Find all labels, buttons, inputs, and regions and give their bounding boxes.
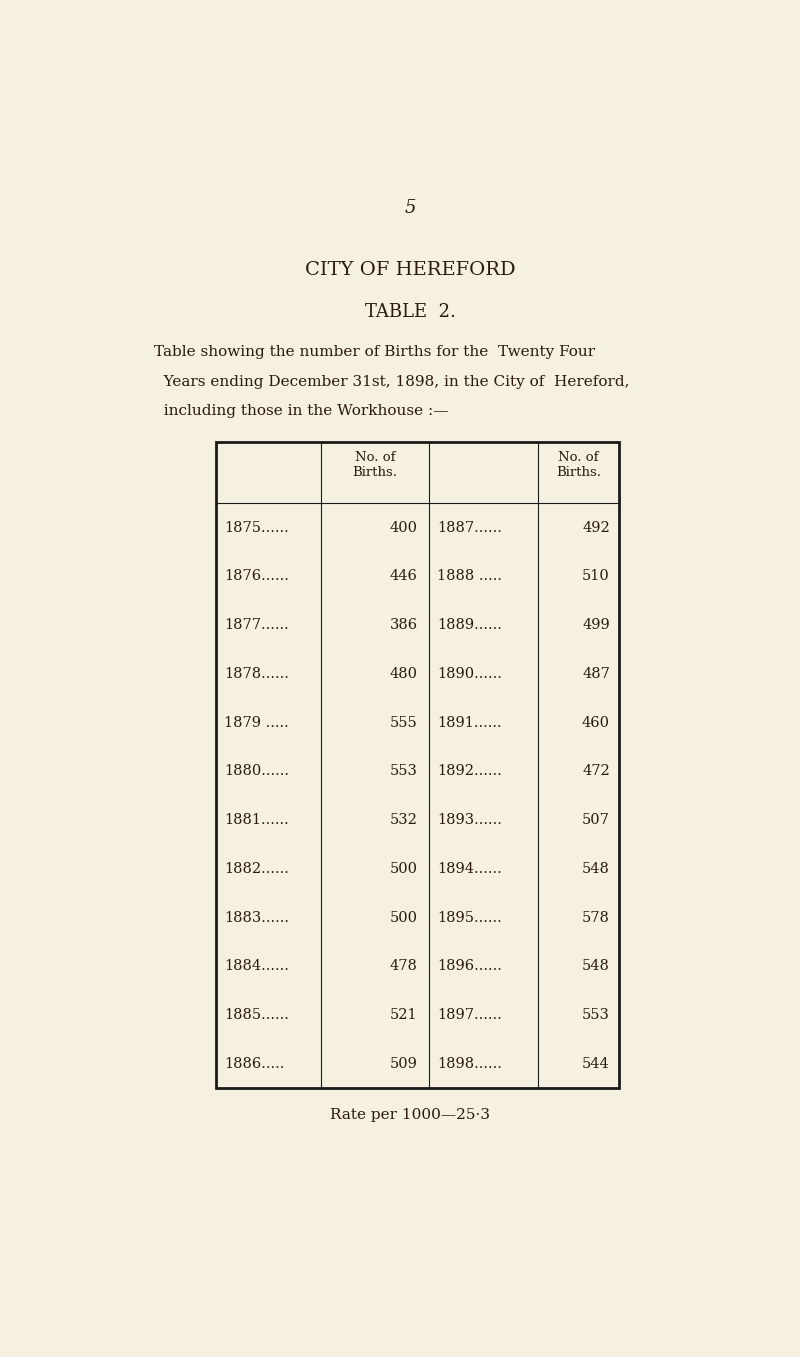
Text: 510: 510: [582, 570, 610, 584]
Text: 500: 500: [390, 862, 418, 875]
Text: 1893......: 1893......: [437, 813, 502, 828]
Text: 544: 544: [582, 1057, 610, 1071]
Text: 548: 548: [582, 862, 610, 875]
Text: 1888 .....: 1888 .....: [437, 570, 502, 584]
Text: 509: 509: [390, 1057, 418, 1071]
Text: 5: 5: [404, 199, 416, 217]
Text: TABLE  2.: TABLE 2.: [365, 303, 455, 322]
Text: 1876......: 1876......: [224, 570, 289, 584]
Text: 1884......: 1884......: [224, 959, 289, 973]
Text: 400: 400: [390, 521, 418, 535]
Text: CITY OF HEREFORD: CITY OF HEREFORD: [305, 261, 515, 278]
Text: 1895......: 1895......: [437, 911, 502, 924]
Text: 1892......: 1892......: [437, 764, 502, 779]
Text: 578: 578: [582, 911, 610, 924]
Text: 1879 .....: 1879 .....: [224, 715, 289, 730]
Text: 1882......: 1882......: [224, 862, 289, 875]
Text: Years ending December 31st, 1898, in the City of  Hereford,: Years ending December 31st, 1898, in the…: [154, 375, 630, 388]
Text: 1881......: 1881......: [224, 813, 289, 828]
Text: 1880......: 1880......: [224, 764, 289, 779]
Text: 478: 478: [390, 959, 418, 973]
Text: 532: 532: [390, 813, 418, 828]
Text: No. of
Births.: No. of Births.: [353, 451, 398, 479]
Text: 1889......: 1889......: [437, 617, 502, 632]
Text: 386: 386: [390, 617, 418, 632]
Text: 1890......: 1890......: [437, 666, 502, 681]
Text: Rate per 1000—25·3: Rate per 1000—25·3: [330, 1107, 490, 1122]
Text: 553: 553: [390, 764, 418, 779]
Text: 1894......: 1894......: [437, 862, 502, 875]
Text: 1878......: 1878......: [224, 666, 289, 681]
Text: 555: 555: [390, 715, 418, 730]
Text: 1885......: 1885......: [224, 1008, 289, 1022]
Text: 480: 480: [390, 666, 418, 681]
Text: 1887......: 1887......: [437, 521, 502, 535]
Text: 507: 507: [582, 813, 610, 828]
Text: 548: 548: [582, 959, 610, 973]
Text: 487: 487: [582, 666, 610, 681]
Text: 1875......: 1875......: [224, 521, 289, 535]
Text: 1883......: 1883......: [224, 911, 289, 924]
Text: including those in the Workhouse :—: including those in the Workhouse :—: [154, 404, 449, 418]
Text: 492: 492: [582, 521, 610, 535]
Text: 500: 500: [390, 911, 418, 924]
Text: 1877......: 1877......: [224, 617, 289, 632]
Text: 472: 472: [582, 764, 610, 779]
Bar: [216, 441, 619, 1088]
Text: 1891......: 1891......: [437, 715, 502, 730]
Text: 521: 521: [390, 1008, 418, 1022]
Text: 460: 460: [582, 715, 610, 730]
Text: 446: 446: [390, 570, 418, 584]
Text: 1896......: 1896......: [437, 959, 502, 973]
Text: 1897......: 1897......: [437, 1008, 502, 1022]
Text: 553: 553: [582, 1008, 610, 1022]
Text: No. of
Births.: No. of Births.: [556, 451, 601, 479]
Text: 499: 499: [582, 617, 610, 632]
Text: Table showing the number of Births for the  Twenty Four: Table showing the number of Births for t…: [154, 345, 595, 360]
Text: 1886.....: 1886.....: [224, 1057, 284, 1071]
Text: 1898......: 1898......: [437, 1057, 502, 1071]
